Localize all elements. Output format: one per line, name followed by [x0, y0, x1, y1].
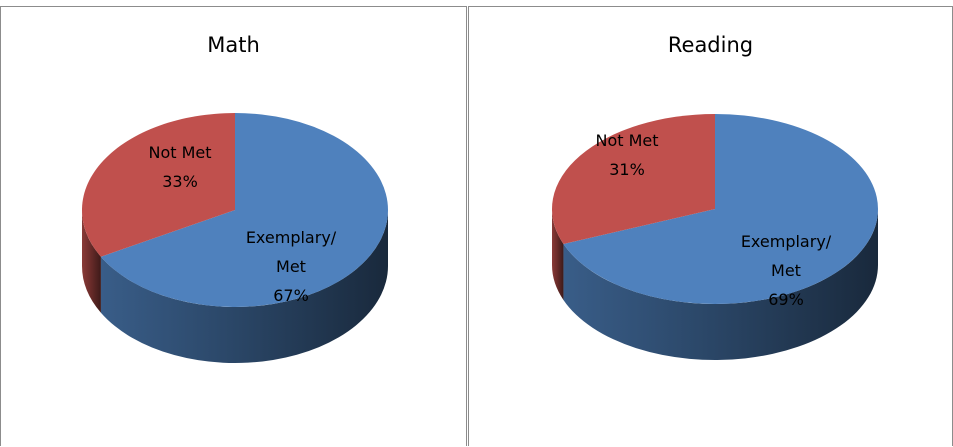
pie-slice [100, 113, 388, 307]
pie-slice [82, 113, 236, 257]
slice-category-label: Exemplary/ [246, 228, 337, 247]
pie-side-wall [552, 209, 564, 300]
slice-value-label: 67% [273, 286, 309, 305]
reading-chart-panel: Reading Exemplary/Met 69% Not Met 31% [468, 6, 953, 446]
chart-title: Reading [667, 33, 754, 57]
slice-category-label: Not Met [595, 131, 658, 150]
chart-title: Math [207, 33, 260, 57]
slice-category-label: Exemplary/ [741, 232, 832, 251]
pie-slice [563, 114, 878, 304]
slice-category-label: Met [771, 261, 801, 280]
pie-slice [552, 114, 715, 244]
pie-side-wall [82, 210, 101, 313]
math-pie-chart: Exemplary/Met 67% Not Met 33% [82, 113, 388, 363]
slice-category-label: Not Met [148, 143, 211, 162]
pie-side-wall [563, 209, 878, 360]
pie-side-wall [100, 210, 388, 363]
slice-value-label: 69% [768, 290, 804, 309]
slice-category-label: Met [276, 257, 306, 276]
slice-value-label: 31% [609, 160, 645, 179]
math-chart-panel: Math Exemplary/Met 67% Not Met 33% [0, 6, 467, 446]
slice-value-label: 33% [162, 172, 198, 191]
reading-pie-chart: Exemplary/Met 69% Not Met 31% [552, 114, 878, 360]
